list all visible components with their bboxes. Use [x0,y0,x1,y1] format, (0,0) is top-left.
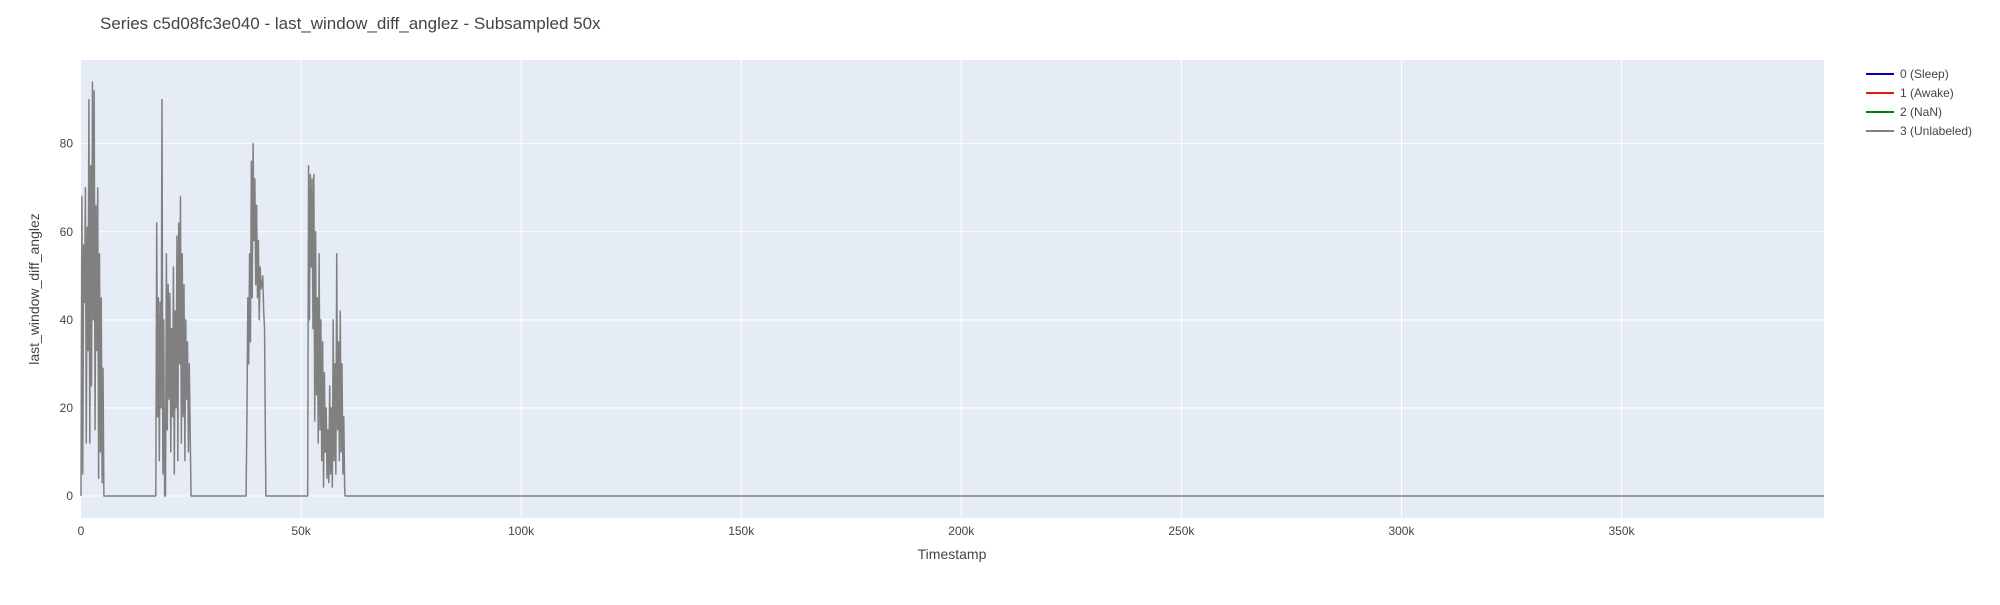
legend-label[interactable]: 1 (Awake) [1900,86,1954,100]
legend-label[interactable]: 3 (Unlabeled) [1900,124,1972,138]
y-tick-label: 40 [60,313,74,327]
y-tick-label: 80 [60,137,74,151]
x-tick-label: 350k [1609,524,1636,538]
x-tick-label: 200k [948,524,975,538]
legend-label[interactable]: 2 (NaN) [1900,105,1942,119]
chart-title: Series c5d08fc3e040 - last_window_diff_a… [100,14,601,33]
series-line [80,81,1824,497]
x-tick-label: 0 [78,524,85,538]
legend-label[interactable]: 0 (Sleep) [1900,67,1949,81]
x-axis-ticks: 0 50k 100k 150k 200k 250k 300k 350k [78,524,1636,538]
series-lines [80,81,1824,497]
x-tick-label: 100k [508,524,535,538]
y-tick-label: 60 [60,225,74,239]
y-axis-ticks: 0 20 40 60 80 [60,137,74,503]
y-tick-label: 20 [60,401,74,415]
y-axis-label: last_window_diff_anglez [26,213,42,365]
legend: 0 (Sleep) 1 (Awake) 2 (NaN) 3 (Unlabeled) [1866,67,1972,138]
x-tick-label: 50k [291,524,311,538]
x-tick-label: 150k [728,524,755,538]
x-tick-label: 250k [1168,524,1195,538]
plot-area [81,60,1824,518]
x-tick-label: 300k [1388,524,1415,538]
y-tick-label: 0 [66,489,73,503]
x-axis-label: Timestamp [918,546,987,562]
